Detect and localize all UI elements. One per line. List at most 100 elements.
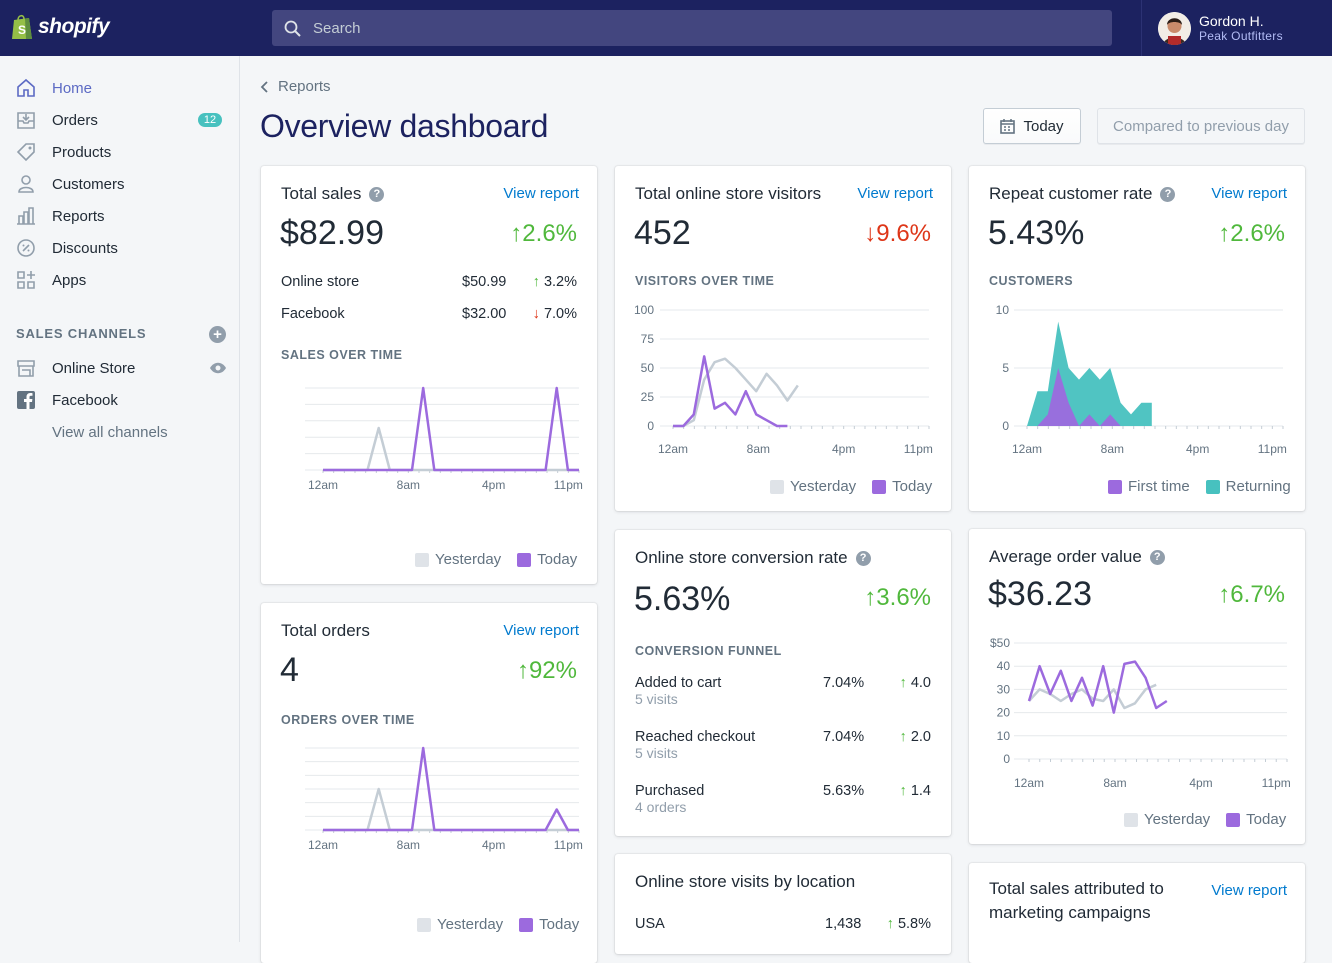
series-yesterday-line	[673, 357, 799, 428]
y-tick-label: 100	[634, 303, 654, 317]
metric-change: ↑92%	[517, 657, 577, 685]
sidebar-item-home[interactable]: Home	[16, 76, 92, 100]
legend-swatch-yesterday	[1124, 812, 1138, 827]
legend-swatch-today	[519, 917, 534, 932]
orders-count-badge: 12	[198, 113, 222, 127]
sidebar: Home Orders 12 Products Customers Report…	[0, 56, 240, 942]
shopify-logo[interactable]: S shopify	[10, 13, 110, 41]
eye-icon[interactable]	[209, 361, 227, 375]
view-all-channels-link[interactable]: View all channels	[52, 424, 168, 441]
sidebar-item-label: Customers	[52, 175, 125, 193]
card-title: Total sales attributed to marketing camp…	[989, 879, 1164, 922]
user-menu[interactable]: Gordon H. Peak Outfitters	[1141, 0, 1332, 56]
arrow-up-icon: ↑	[899, 675, 907, 691]
help-icon[interactable]: ?	[1160, 186, 1176, 202]
series-today-line	[1027, 660, 1168, 714]
card-title: Total orders	[281, 621, 370, 640]
x-tick-label: 4pm	[1189, 776, 1212, 790]
chart-label: CUSTOMERS	[989, 274, 1074, 288]
metric-change: ↑3.6%	[864, 584, 931, 612]
sidebar-item-label: Home	[52, 79, 93, 97]
row-sub: 4 orders	[635, 799, 687, 815]
chevron-left-icon	[260, 80, 268, 93]
chart-legend: Yesterday Today	[417, 916, 579, 933]
arrow-up-icon: ↑	[886, 916, 894, 932]
legend-label: First time	[1128, 478, 1190, 495]
row-change: 4.0	[910, 675, 931, 691]
sidebar-item-reports[interactable]: Reports	[16, 204, 105, 228]
sidebar-item-discounts[interactable]: Discounts	[16, 236, 118, 260]
card-title-text: Online store conversion rate	[635, 548, 848, 567]
x-tick-label: 11pm	[1258, 442, 1287, 456]
x-tick-label: 8am	[1101, 442, 1124, 456]
x-tick-label: 4pm	[1186, 442, 1209, 456]
legend-label: Yesterday	[437, 916, 504, 933]
view-report-link[interactable]: View report	[503, 622, 579, 639]
store-icon	[17, 360, 35, 377]
x-tick-label: 8am	[1103, 776, 1126, 790]
view-report-link[interactable]: View report	[1211, 882, 1287, 899]
help-icon[interactable]: ?	[855, 550, 871, 566]
conversion-card: Online store conversion rate? 5.63% ↑3.6…	[615, 530, 951, 836]
sidebar-item-label: Reports	[52, 207, 105, 225]
person-icon	[18, 175, 34, 193]
sidebar-item-apps[interactable]: Apps	[16, 268, 86, 292]
arrow-up-icon: ↑	[1218, 581, 1231, 608]
x-tick-label: 8am	[397, 478, 420, 492]
store-name: Peak Outfitters	[1199, 28, 1283, 43]
row-label: USA	[635, 916, 665, 932]
x-tick-label: 11pm	[1262, 776, 1291, 790]
row-label: Purchased	[635, 783, 705, 799]
metric-value: $36.23	[988, 575, 1092, 613]
view-report-link[interactable]: View report	[857, 185, 933, 202]
x-tick-label: 8am	[397, 838, 420, 852]
row-pct: 7.04%	[823, 729, 865, 745]
view-report-link[interactable]: View report	[1211, 185, 1287, 202]
search-input[interactable]	[313, 19, 1073, 37]
legend-swatch-today	[517, 552, 532, 567]
sidebar-item-products[interactable]: Products	[16, 140, 111, 164]
y-tick-label: 10	[996, 303, 1010, 317]
sidebar-item-online-store[interactable]: Online Store	[16, 356, 135, 380]
home-icon	[17, 78, 35, 97]
arrow-up-icon: ↑	[532, 274, 540, 290]
change-value: 2.6%	[522, 220, 577, 247]
chart-legend: First time Returning	[1108, 478, 1291, 495]
date-range-button[interactable]: Today	[983, 108, 1081, 144]
sidebar-item-orders[interactable]: Orders	[16, 108, 98, 132]
card-title: Total sales?	[281, 184, 385, 204]
compare-button[interactable]: Compared to previous day	[1097, 108, 1305, 144]
date-range-label: Today	[1023, 117, 1064, 135]
shopping-bag-icon: S	[12, 14, 32, 39]
legend-swatch-yesterday	[770, 479, 784, 494]
x-tick-label: 8am	[747, 442, 770, 456]
legend-swatch-first-time	[1108, 479, 1122, 494]
row-change: 2.0	[910, 729, 931, 745]
location-row: USA 1,438 ↑ 5.8%	[635, 916, 931, 932]
row-label: Reached checkout	[635, 729, 756, 745]
legend-swatch-yesterday	[415, 552, 429, 567]
breadcrumb[interactable]: Reports	[260, 78, 331, 95]
sidebar-item-customers[interactable]: Customers	[16, 172, 125, 196]
help-icon[interactable]: ?	[369, 186, 385, 202]
breadcrumb-reports[interactable]: Reports	[278, 78, 331, 95]
y-tick-label: 0	[1003, 752, 1010, 766]
y-tick-label: 50	[641, 361, 655, 375]
funnel-label: CONVERSION FUNNEL	[635, 644, 782, 658]
x-tick-label: 11pm	[904, 442, 933, 456]
chart-legend: Yesterday Today	[415, 551, 577, 568]
series-today-line	[323, 386, 579, 472]
sidebar-item-label: Discounts	[52, 239, 118, 257]
metric-value: 452	[634, 214, 691, 252]
sidebar-item-facebook[interactable]: Facebook	[16, 388, 118, 412]
help-icon[interactable]: ?	[1149, 549, 1165, 565]
legend-label: Yesterday	[790, 478, 857, 495]
bar-chart-icon	[17, 207, 35, 225]
view-report-link[interactable]: View report	[503, 185, 579, 202]
series-yesterday-line	[323, 787, 579, 832]
legend-label: Today	[892, 478, 933, 495]
search-bar[interactable]	[272, 10, 1112, 46]
add-channel-icon[interactable]: +	[209, 326, 226, 343]
card-title: Total online store visitors	[635, 184, 822, 203]
